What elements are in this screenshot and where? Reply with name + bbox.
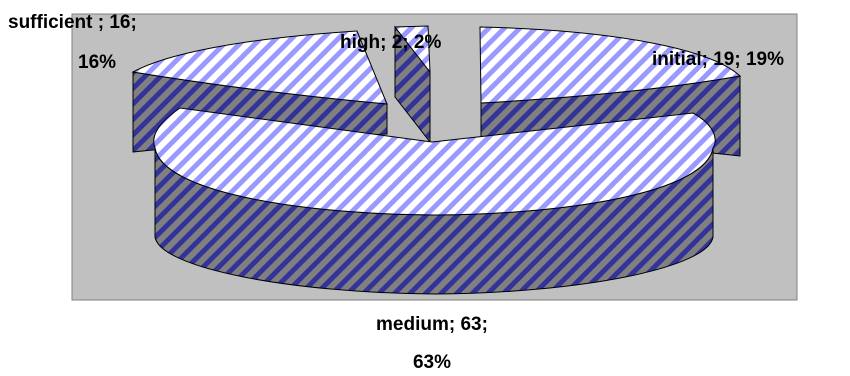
label-initial-line1: initial; 19; 19% <box>652 49 784 70</box>
slice-medium-top <box>153 107 716 216</box>
slice-sufficient-top <box>131 30 388 105</box>
label-medium: medium; 63; 63% <box>312 312 552 376</box>
slice-high-top <box>394 25 431 74</box>
label-medium-line1: medium; 63; <box>376 314 488 335</box>
label-medium-line2: 63% <box>412 352 452 373</box>
label-sufficient-line2: 16% <box>78 52 117 73</box>
label-sufficient: sufficient ; 16; 16% <box>8 10 137 76</box>
label-initial: initial; 19; 19% <box>652 47 784 73</box>
label-high-line1: high; 2; 2% <box>340 32 442 53</box>
slice-medium <box>153 107 716 295</box>
slice-high <box>394 25 431 144</box>
label-sufficient-line1: sufficient ; 16; <box>8 12 137 33</box>
slice-initial-top <box>479 26 742 104</box>
label-high: high; 2; 2% <box>340 30 441 56</box>
